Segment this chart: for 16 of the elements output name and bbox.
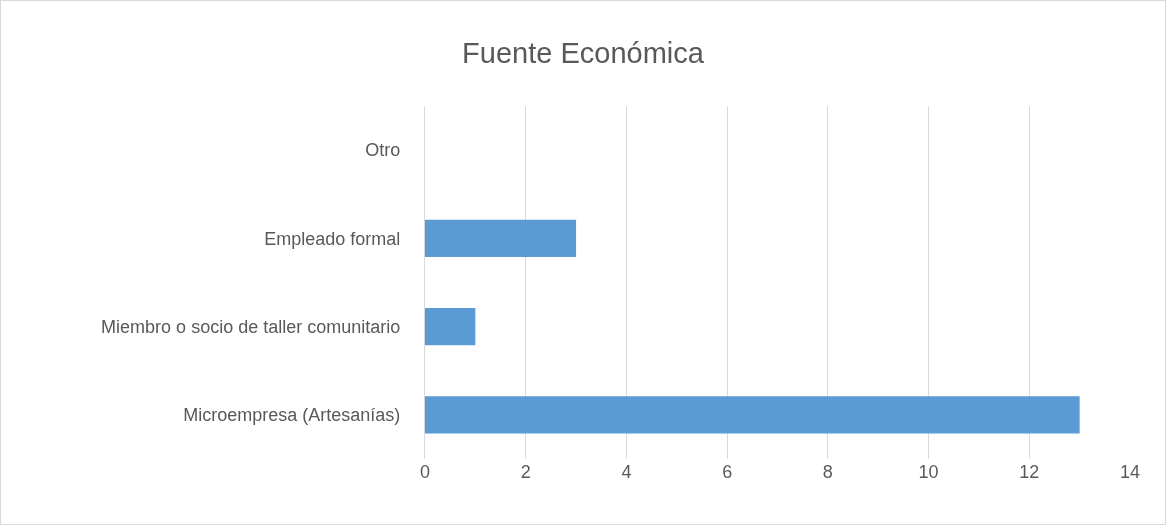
y-tick-label: Microempresa (Artesanías) <box>183 405 401 426</box>
x-tick-label: 8 <box>822 462 833 482</box>
y-tick-label: Miembro o socio de taller comunitario <box>101 316 401 337</box>
x-tick-label: 12 <box>1019 462 1040 482</box>
bar <box>425 396 1080 434</box>
bar <box>425 308 476 346</box>
x-tick-label: 2 <box>520 462 531 482</box>
y-tick-label: Empleado formal <box>264 228 401 249</box>
x-tick-label: 4 <box>621 462 632 482</box>
x-tick-label: 10 <box>918 462 939 482</box>
chart-title: Fuente Económica <box>462 37 705 70</box>
x-tick-label: 6 <box>722 462 733 482</box>
y-tick-label: Otro <box>365 140 401 161</box>
x-tick-label: 0 <box>419 462 431 482</box>
bar <box>425 219 577 257</box>
x-tick-label: 14 <box>1119 462 1141 482</box>
